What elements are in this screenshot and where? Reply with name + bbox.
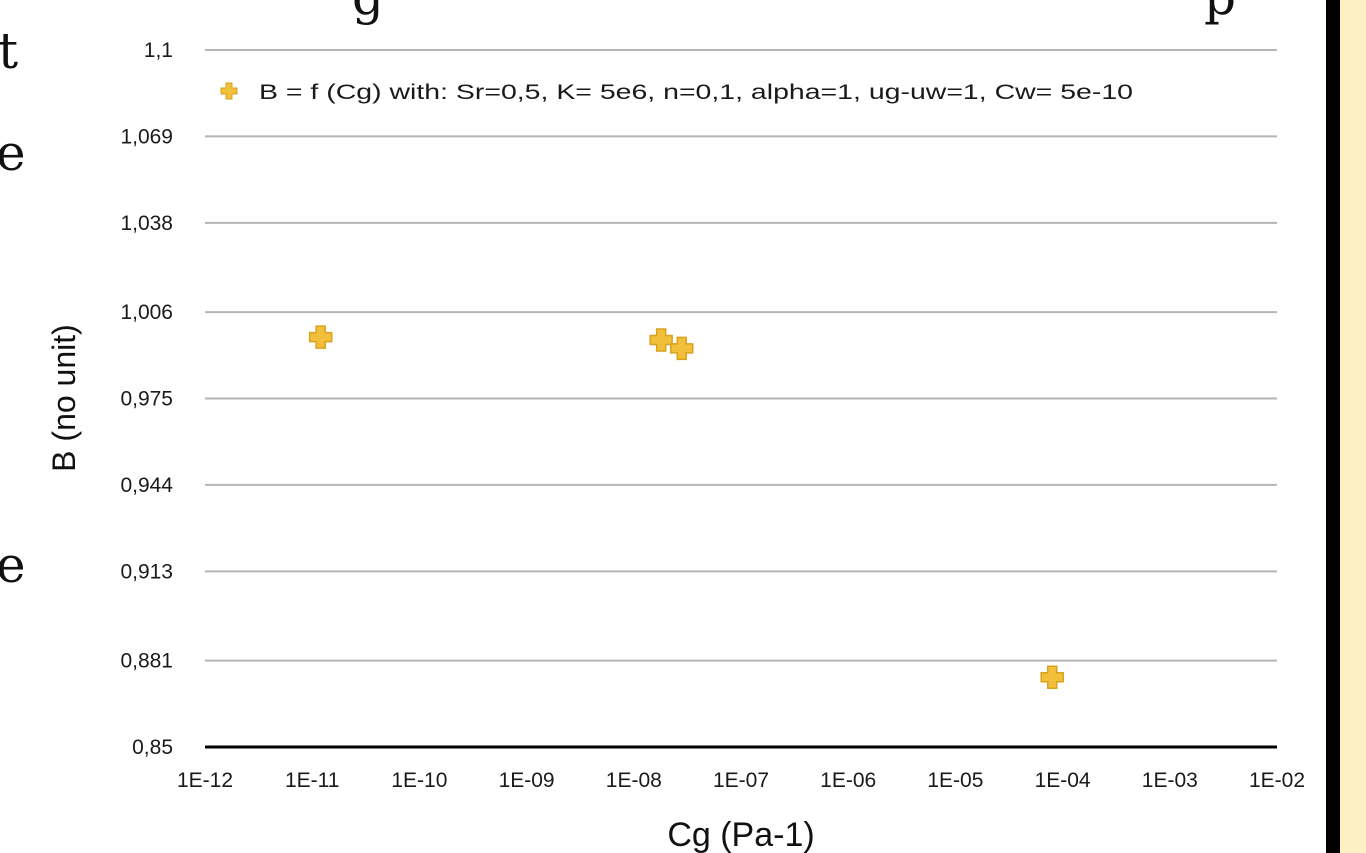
x-tick-label: 1E-08 — [606, 769, 662, 792]
background-text-fragment: e — [0, 536, 26, 594]
background-text-fragment: t — [0, 22, 19, 80]
data-point — [669, 336, 694, 361]
x-axis-title: Cg (Pa-1) — [667, 816, 814, 853]
x-tick-label: 1E-07 — [713, 769, 769, 792]
x-tick-label: 1E-05 — [927, 769, 983, 792]
background-text-fragment: p — [1204, 0, 1236, 22]
background-text-fragment: e — [0, 124, 26, 182]
x-tick-labels: 1E-12 1E-11 1E-10 1E-09 1E-08 1E-07 1E-06 1E-05… — [177, 769, 1305, 792]
x-tick-label: 1E-02 — [1249, 769, 1305, 792]
legend-label: B = f (Cg) with: Sr=0,5, K= 5e6, n=0,1, … — [259, 81, 1133, 104]
gridlines — [205, 49, 1277, 662]
data-point — [308, 325, 333, 349]
y-tick-label: 0,85 — [132, 736, 173, 759]
x-tick-label: 1E-11 — [285, 769, 339, 792]
y-tick-label: 0,913 — [120, 560, 173, 583]
background-text-fragment: g — [352, 0, 384, 22]
data-points — [308, 325, 1064, 690]
y-tick-label: 1,1 — [144, 39, 173, 62]
legend: B = f (Cg) with: Sr=0,5, K= 5e6, n=0,1, … — [220, 81, 1133, 104]
right-border — [1326, 0, 1340, 853]
x-tick-label: 1E-03 — [1142, 769, 1198, 792]
y-tick-label: 1,069 — [120, 125, 173, 148]
x-tick-label: 1E-10 — [391, 769, 447, 792]
legend-marker-icon — [220, 82, 238, 100]
x-tick-label: 1E-04 — [1035, 769, 1091, 792]
x-tick-label: 1E-09 — [499, 769, 555, 792]
scatter-chart: 0,85 0,881 0,913 0,944 0,975 1,006 1,038 1,069 1… — [46, 39, 1305, 853]
y-tick-label: 0,881 — [120, 650, 173, 673]
x-tick-label: 1E-06 — [820, 769, 876, 792]
data-point — [649, 328, 673, 352]
y-tick-label: 1,038 — [120, 212, 173, 235]
y-tick-labels: 0,85 0,881 0,913 0,944 0,975 1,006 1,038 1,069 1… — [120, 39, 173, 759]
data-point — [1040, 665, 1064, 690]
y-axis-title: B (no unit) — [46, 324, 82, 472]
y-tick-label: 0,944 — [120, 474, 173, 497]
y-tick-label: 0,975 — [120, 388, 173, 411]
right-panel — [1340, 0, 1366, 853]
y-tick-label: 1,006 — [120, 301, 173, 324]
x-tick-label: 1E-12 — [177, 769, 233, 792]
